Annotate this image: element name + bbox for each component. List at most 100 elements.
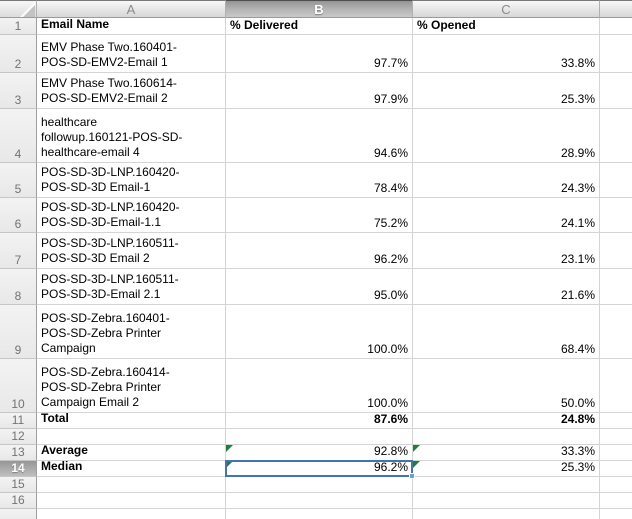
cell-d7[interactable] <box>600 233 632 269</box>
cell-c7[interactable]: 23.1% <box>413 233 600 269</box>
cell-b3[interactable]: 97.9% <box>226 73 413 109</box>
cell-b10[interactable]: 100.0% <box>226 359 413 413</box>
row-header-7[interactable]: 7 <box>0 233 37 269</box>
cell-a15[interactable] <box>37 477 226 493</box>
row-1: 1 Email Name% Delivered% Opened <box>0 18 632 35</box>
row-header-6[interactable]: 6 <box>0 198 37 233</box>
cell-a11[interactable]: Total <box>37 413 226 429</box>
cell-d6[interactable] <box>600 198 632 233</box>
cell-c11[interactable]: 24.8% <box>413 412 600 429</box>
row-header-10[interactable]: 10 <box>0 359 37 413</box>
row-8: 8 POS-SD-3D-LNP.160511- POS-SD-3D-Email 2.… <box>0 269 632 305</box>
cell-d14[interactable] <box>600 461 632 477</box>
error-indicator-icon <box>413 445 420 452</box>
cell-c10[interactable]: 50.0% <box>413 359 600 413</box>
cell-a4[interactable]: healthcare followup.160121-POS-SD-healthc… <box>37 109 226 163</box>
cell-c13[interactable]: 33.3% <box>413 444 600 461</box>
cell-b8[interactable]: 95.0% <box>226 269 413 305</box>
cell-d13[interactable] <box>600 445 632 461</box>
cell-b14[interactable]: 96.2% <box>225 460 415 479</box>
row-15: 15 <box>0 477 632 493</box>
cell-a3[interactable]: EMV Phase Two.160614- POS-SD-EMV2-Email 2 <box>37 73 226 109</box>
row-header-14[interactable]: 14 <box>0 461 37 477</box>
row-10: 10 POS-SD-Zebra.160414- POS-SD-Zebra Print… <box>0 359 632 413</box>
row-header-11[interactable]: 11 <box>0 413 37 429</box>
row-header-partial[interactable] <box>0 509 37 519</box>
cell-b[interactable] <box>226 509 413 519</box>
cell-c1[interactable]: % Opened <box>413 18 600 35</box>
cell-d9[interactable] <box>600 305 632 359</box>
cell-d3[interactable] <box>600 73 632 109</box>
cell-a6[interactable]: POS-SD-3D-LNP.160420- POS-SD-3D-Email-1.1 <box>37 198 226 233</box>
row-16: 16 <box>0 493 632 509</box>
row-11: 11 Total 87.6% 24.8% <box>0 412 632 429</box>
row-header-5[interactable]: 5 <box>0 163 37 198</box>
cell-b12[interactable] <box>226 429 413 445</box>
cell-c[interactable] <box>413 509 600 519</box>
column-header-c[interactable]: C <box>413 0 600 18</box>
cell-a2[interactable]: EMV Phase Two.160401- POS-SD-EMV2-Email 1 <box>37 35 226 73</box>
cell-b2[interactable]: 97.7% <box>226 35 413 73</box>
cell-b5[interactable]: 78.4% <box>226 163 413 198</box>
cell-d[interactable] <box>600 509 632 519</box>
cell-d2[interactable] <box>600 35 632 73</box>
select-all-triangle-icon <box>23 5 35 17</box>
cell-b7[interactable]: 96.2% <box>226 233 413 269</box>
cell-a[interactable] <box>37 509 226 519</box>
cell-a8[interactable]: POS-SD-3D-LNP.160511- POS-SD-3D-Email 2.1 <box>37 269 226 305</box>
cell-d11[interactable] <box>600 413 632 429</box>
cell-a7[interactable]: POS-SD-3D-LNP.160511- POS-SD-3D Email 2 <box>37 233 226 269</box>
cell-a9[interactable]: POS-SD-Zebra.160401- POS-SD-Zebra Printer… <box>37 305 226 359</box>
cell-b9[interactable]: 100.0% <box>226 305 413 359</box>
cell-b4[interactable]: 94.6% <box>226 109 413 163</box>
cell-d8[interactable] <box>600 269 632 305</box>
column-header-d-partial[interactable] <box>600 0 632 18</box>
cell-b1[interactable]: % Delivered <box>226 18 413 35</box>
row-header-1[interactable]: 1 <box>0 18 37 35</box>
row-header-16[interactable]: 16 <box>0 493 37 509</box>
cell-a13[interactable]: Average <box>37 445 226 461</box>
cell-b15[interactable] <box>226 477 413 493</box>
cell-a5[interactable]: POS-SD-3D-LNP.160420- POS-SD-3D Email-1 <box>37 163 226 198</box>
row-header-8[interactable]: 8 <box>0 269 37 305</box>
row-4: 4 healthcare followup.160121-POS-SD-health… <box>0 109 632 163</box>
cell-c16[interactable] <box>413 493 600 509</box>
cell-d15[interactable] <box>600 477 632 493</box>
cell-b16[interactable] <box>226 493 413 509</box>
row-header-12[interactable]: 12 <box>0 429 37 445</box>
row-header-3[interactable]: 3 <box>0 73 37 109</box>
cell-c5[interactable]: 24.3% <box>413 163 600 198</box>
cell-c14[interactable]: 25.3% <box>413 460 600 477</box>
cell-c12[interactable] <box>413 429 600 445</box>
cell-c9[interactable]: 68.4% <box>413 305 600 359</box>
cell-a1[interactable]: Email Name <box>37 18 226 35</box>
row-header-15[interactable]: 15 <box>0 477 37 493</box>
cell-a12[interactable] <box>37 429 226 445</box>
column-header-b[interactable]: B <box>226 0 413 18</box>
row-header-9[interactable]: 9 <box>0 305 37 359</box>
cell-c2[interactable]: 33.8% <box>413 35 600 73</box>
cell-c15[interactable] <box>413 477 600 493</box>
row-header-4[interactable]: 4 <box>0 109 37 163</box>
cell-c8[interactable]: 21.6% <box>413 269 600 305</box>
cell-a16[interactable] <box>37 493 226 509</box>
cell-d5[interactable] <box>600 163 632 198</box>
cell-c4[interactable]: 28.9% <box>413 109 600 163</box>
row-header-2[interactable]: 2 <box>0 35 37 73</box>
row-header-13[interactable]: 13 <box>0 445 37 461</box>
column-header-a[interactable]: A <box>37 0 226 18</box>
cell-a10[interactable]: POS-SD-Zebra.160414- POS-SD-Zebra Printer… <box>37 359 226 413</box>
cell-b13[interactable]: 92.8% <box>226 444 413 461</box>
cell-b6[interactable]: 75.2% <box>226 198 413 233</box>
cell-b11[interactable]: 87.6% <box>226 412 413 429</box>
cell-d10[interactable] <box>600 359 632 413</box>
cell-d12[interactable] <box>600 429 632 445</box>
cell-c3[interactable]: 25.3% <box>413 73 600 109</box>
cell-d4[interactable] <box>600 109 632 163</box>
cell-d16[interactable] <box>600 493 632 509</box>
select-all-corner[interactable] <box>0 0 37 18</box>
cell-c6[interactable]: 24.1% <box>413 198 600 233</box>
cell-d1[interactable] <box>600 18 632 35</box>
cell-a14[interactable]: Median <box>37 461 226 477</box>
